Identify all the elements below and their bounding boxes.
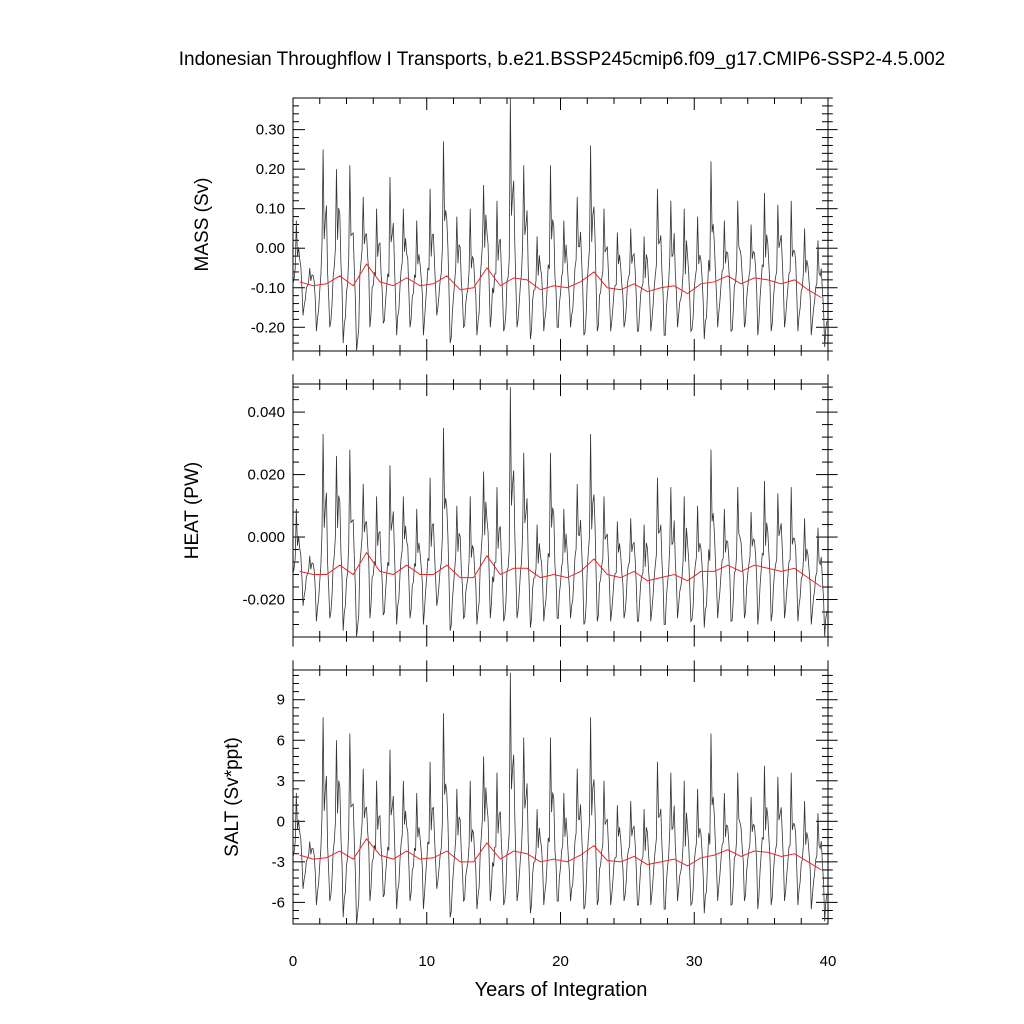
y-tick-label: 0.00 — [256, 240, 285, 257]
panel-mass: -0.20 -0.10 0.00 0.10 0.20 0.30 MASS (Sv) — [192, 97, 838, 361]
y-tick-label: 0.20 — [256, 161, 285, 178]
x-axis-label: Years of Integration — [475, 979, 648, 1001]
y-tick-label: 9 — [277, 692, 285, 709]
mass-monthly-series — [292, 97, 828, 352]
panel-salt: -6 -3 0 3 6 9 SALT (Sv*ppt) — [222, 660, 838, 925]
y-tick-label: 0.000 — [247, 529, 285, 546]
chart-title: Indonesian Throughflow I Transports, b.e… — [179, 49, 945, 70]
y-tick-label: 0.040 — [247, 404, 285, 421]
x-tick-label: 10 — [418, 953, 435, 970]
mass-annual-mean-series — [299, 263, 822, 299]
x-tick-label: 20 — [552, 953, 569, 970]
mass-y-axis-label: MASS (Sv) — [192, 178, 213, 272]
y-tick-label: 6 — [277, 732, 285, 749]
heat-annual-mean-series — [299, 551, 822, 588]
panel-heat: -0.020 0.000 0.020 0.040 HEAT (PW) — [182, 374, 838, 647]
y-tick-label: -0.20 — [251, 319, 285, 336]
y-tick-label: -6 — [272, 894, 285, 911]
salt-annual-mean-series — [299, 838, 822, 871]
y-tick-label: -0.10 — [251, 280, 285, 297]
y-tick-label: 0 — [277, 813, 285, 830]
y-tick-label: 3 — [277, 773, 285, 790]
y-tick-label: 0.020 — [247, 467, 285, 484]
x-tick-label: 0 — [289, 953, 297, 970]
x-tick-labels: 0 10 20 30 40 — [289, 953, 837, 970]
heat-monthly-series — [292, 387, 828, 638]
x-tick-label: 30 — [686, 953, 703, 970]
heat-frame — [292, 383, 829, 638]
x-tick-label: 40 — [820, 953, 837, 970]
salt-y-axis-label: SALT (Sv*ppt) — [222, 737, 243, 857]
y-tick-label: -3 — [272, 854, 285, 871]
salt-frame — [292, 669, 829, 925]
y-tick-label: -0.020 — [242, 592, 285, 609]
heat-y-axis-label: HEAT (PW) — [182, 462, 203, 559]
salt-monthly-series — [292, 672, 828, 925]
mass-frame — [292, 97, 829, 352]
y-tick-label: 0.10 — [256, 201, 285, 218]
y-tick-label: 0.30 — [256, 122, 285, 139]
